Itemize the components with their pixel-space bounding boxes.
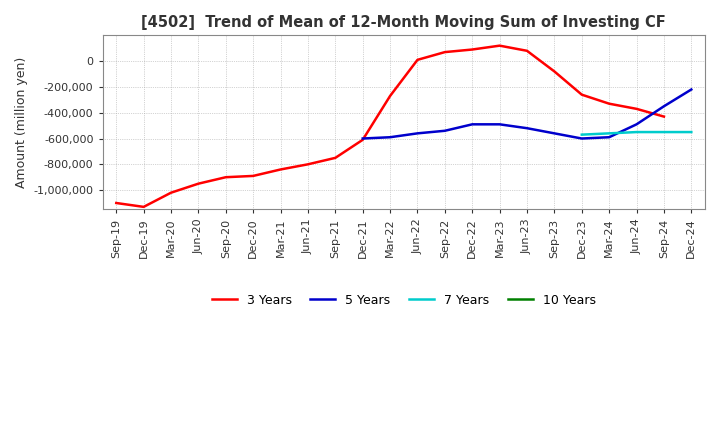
3 Years bbox=[222, 175, 230, 180]
3 Years bbox=[605, 101, 613, 106]
5 Years bbox=[687, 87, 696, 92]
5 Years bbox=[605, 135, 613, 140]
3 Years bbox=[167, 190, 176, 195]
7 Years bbox=[577, 132, 586, 137]
5 Years bbox=[577, 136, 586, 141]
5 Years bbox=[660, 104, 668, 109]
7 Years bbox=[660, 129, 668, 135]
5 Years bbox=[468, 122, 477, 127]
3 Years bbox=[660, 114, 668, 119]
Line: 7 Years: 7 Years bbox=[582, 132, 691, 135]
5 Years bbox=[495, 122, 504, 127]
7 Years bbox=[687, 129, 696, 135]
3 Years bbox=[577, 92, 586, 97]
5 Years bbox=[441, 128, 449, 133]
Line: 5 Years: 5 Years bbox=[363, 89, 691, 139]
Legend: 3 Years, 5 Years, 7 Years, 10 Years: 3 Years, 5 Years, 7 Years, 10 Years bbox=[207, 289, 601, 312]
3 Years bbox=[140, 204, 148, 209]
3 Years bbox=[523, 48, 531, 53]
Title: [4502]  Trend of Mean of 12-Month Moving Sum of Investing CF: [4502] Trend of Mean of 12-Month Moving … bbox=[141, 15, 666, 30]
Line: 3 Years: 3 Years bbox=[116, 46, 664, 207]
5 Years bbox=[386, 135, 395, 140]
5 Years bbox=[550, 131, 559, 136]
7 Years bbox=[605, 131, 613, 136]
5 Years bbox=[413, 131, 422, 136]
3 Years bbox=[468, 47, 477, 52]
3 Years bbox=[550, 69, 559, 74]
3 Years bbox=[194, 181, 203, 186]
3 Years bbox=[331, 155, 340, 161]
3 Years bbox=[276, 167, 285, 172]
Y-axis label: Amount (million yen): Amount (million yen) bbox=[15, 57, 28, 188]
3 Years bbox=[359, 137, 367, 143]
3 Years bbox=[386, 93, 395, 99]
5 Years bbox=[523, 125, 531, 131]
3 Years bbox=[441, 49, 449, 55]
3 Years bbox=[413, 57, 422, 62]
5 Years bbox=[359, 136, 367, 141]
3 Years bbox=[112, 200, 120, 205]
3 Years bbox=[249, 173, 258, 179]
5 Years bbox=[632, 122, 641, 127]
3 Years bbox=[304, 161, 312, 167]
7 Years bbox=[632, 129, 641, 135]
3 Years bbox=[495, 43, 504, 48]
3 Years bbox=[632, 106, 641, 111]
